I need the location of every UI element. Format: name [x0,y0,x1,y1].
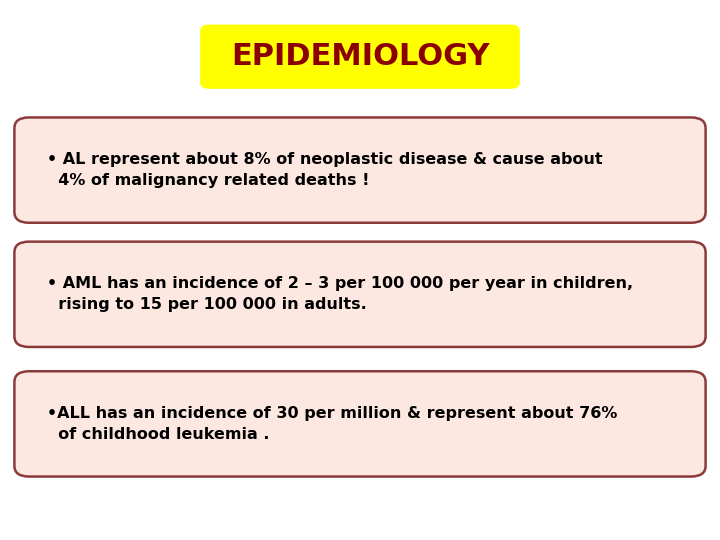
FancyBboxPatch shape [14,117,706,222]
Text: •ALL has an incidence of 30 per million & represent about 76%
  of childhood leu: •ALL has an incidence of 30 per million … [47,406,617,442]
Text: EPIDEMIOLOGY: EPIDEMIOLOGY [230,42,490,71]
FancyBboxPatch shape [14,241,706,347]
FancyBboxPatch shape [200,24,520,89]
Text: • AML has an incidence of 2 – 3 per 100 000 per year in children,
  rising to 15: • AML has an incidence of 2 – 3 per 100 … [47,276,633,312]
FancyBboxPatch shape [14,372,706,476]
Text: • AL represent about 8% of neoplastic disease & cause about
  4% of malignancy r: • AL represent about 8% of neoplastic di… [47,152,603,188]
